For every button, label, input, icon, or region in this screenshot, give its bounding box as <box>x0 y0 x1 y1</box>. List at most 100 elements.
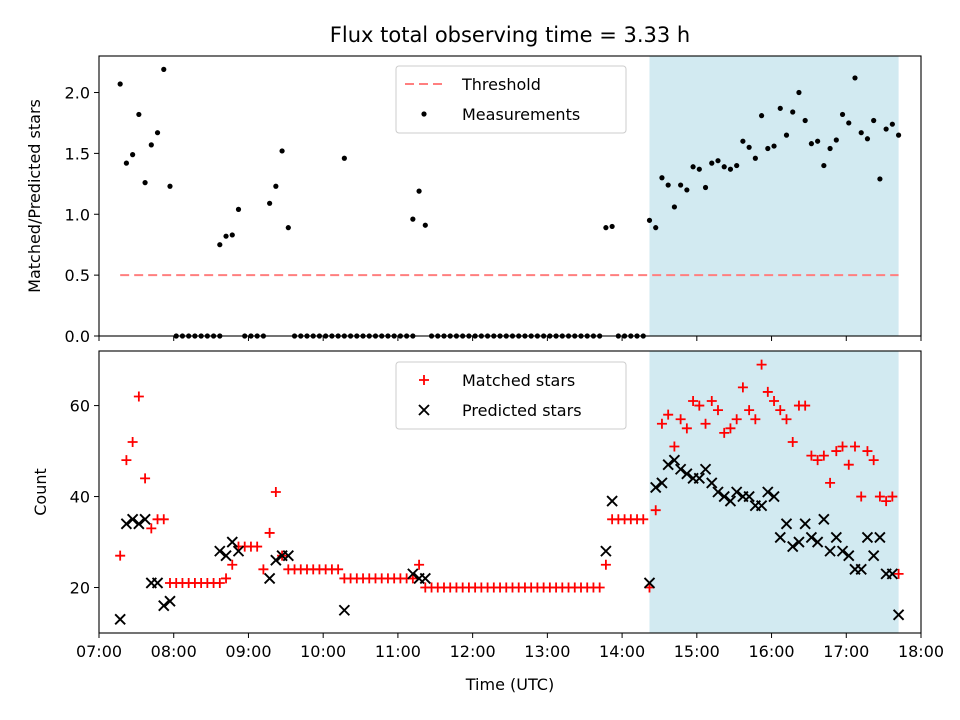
measurement-point <box>815 138 821 144</box>
count-y-axis-label: Count <box>31 468 50 516</box>
predicted-stars-point <box>674 463 687 475</box>
matched-stars-point <box>694 400 705 411</box>
matched-stars-point <box>862 446 873 457</box>
predicted-stars-point <box>843 550 855 562</box>
predicted-stars-point <box>743 490 755 503</box>
measurement-point <box>864 136 871 142</box>
ratio-y-tick-label: 0.0 <box>65 327 90 346</box>
x-axis-label: Time (UTC) <box>465 675 554 694</box>
ratio-observing-window-shade <box>649 56 899 336</box>
matched-stars-point <box>800 400 811 411</box>
matched-stars-point <box>806 450 817 461</box>
matched-stars-point <box>333 564 344 575</box>
measurement-point <box>696 166 702 172</box>
measurement-point <box>117 81 123 87</box>
measurement-point <box>167 183 173 189</box>
legend-label: Measurements <box>462 105 580 124</box>
predicted-stars-point <box>861 531 874 544</box>
measurement-point <box>765 145 771 152</box>
legend-measurements-swatch <box>421 111 427 117</box>
matched-stars-point <box>706 396 717 407</box>
predicted-stars-point <box>158 600 170 612</box>
x-tick-label: 12:00 <box>450 642 496 661</box>
predicted-stars-point <box>824 545 836 557</box>
measurement-point <box>279 148 285 154</box>
x-tick-label: 11:00 <box>375 642 421 661</box>
ratio-y-tick-label: 1.5 <box>65 144 90 163</box>
predicted-stars-point <box>606 495 618 507</box>
matched-stars-point <box>127 436 138 447</box>
predicted-stars-point <box>662 459 674 471</box>
matched-stars-point <box>825 477 836 488</box>
measurement-point <box>783 132 790 138</box>
measurement-point <box>802 117 808 124</box>
matched-stars-point <box>712 405 723 416</box>
predicted-stars-point <box>220 550 232 562</box>
matched-stars-point <box>669 441 680 452</box>
matched-stars-point <box>762 386 773 397</box>
matched-stars-point <box>719 427 730 438</box>
measurement-point <box>852 75 858 81</box>
measurement-point <box>721 164 727 170</box>
matched-stars-point <box>725 423 736 434</box>
matched-stars-point <box>133 391 144 402</box>
ratio-axes-frame <box>98 55 922 337</box>
predicted-stars-point <box>731 486 743 498</box>
matched-stars-point <box>831 446 842 457</box>
matched-stars-point <box>856 491 867 502</box>
matched-stars-point <box>688 396 699 407</box>
predicted-stars-point <box>600 545 612 557</box>
measurement-point <box>709 160 715 166</box>
x-tick-label: 10:00 <box>300 642 346 661</box>
measurement-point <box>821 162 827 169</box>
measurement-point <box>883 126 889 132</box>
measurement-point <box>142 180 148 186</box>
predicted-stars-point <box>232 545 245 557</box>
predicted-stars-point <box>706 477 718 489</box>
predicted-stars-point <box>270 554 282 566</box>
predicted-stars-point <box>643 577 656 589</box>
predicted-stars-point <box>214 545 226 557</box>
x-tick-label: 09:00 <box>225 642 271 661</box>
predicted-stars-point <box>755 499 768 512</box>
matched-stars-point <box>781 414 792 425</box>
measurement-point <box>895 132 902 138</box>
measurement-point <box>678 182 684 188</box>
measurement-point <box>410 216 416 222</box>
matched-stars-point <box>775 405 786 416</box>
matched-stars-point <box>600 559 611 570</box>
matched-stars-point <box>221 573 232 584</box>
predicted-stars-point <box>419 572 431 585</box>
predicted-stars-point <box>718 490 730 503</box>
matched-stars-point <box>843 459 854 470</box>
matched-stars-point <box>414 559 425 570</box>
x-tick-label: 15:00 <box>674 642 720 661</box>
count-panel: 20 40 60 07:00 08:00 09:00 10:00 11:00 12:00 13:0… <box>70 350 944 661</box>
legend-label: Matched stars <box>462 371 575 390</box>
measurement-point <box>839 111 846 118</box>
matched-stars-point <box>214 577 225 588</box>
predicted-stars-point <box>712 486 724 498</box>
predicted-stars-point <box>793 536 805 548</box>
measurement-point <box>846 120 852 126</box>
matched-stars-point <box>270 487 281 497</box>
measurement-point <box>217 242 223 248</box>
matched-stars-point <box>750 414 761 425</box>
predicted-stars-point <box>120 518 133 530</box>
predicted-stars-point <box>892 609 905 621</box>
predicted-stars-point <box>855 563 867 575</box>
x-tick-label: 07:00 <box>76 642 122 661</box>
matched-stars-point <box>140 473 151 484</box>
measurement-point <box>790 109 796 115</box>
legend-label: Predicted stars <box>462 401 582 420</box>
x-tick-label: 13:00 <box>524 642 570 661</box>
matched-stars-point <box>700 418 711 429</box>
measurement-point <box>422 222 428 228</box>
matched-stars-point <box>121 455 132 466</box>
predicted-stars-point <box>693 472 705 485</box>
predicted-stars-point <box>164 595 176 607</box>
measurement-point <box>123 160 129 166</box>
predicted-stars-point <box>699 463 712 475</box>
measurement-point <box>808 141 815 147</box>
count-legend <box>395 361 627 430</box>
